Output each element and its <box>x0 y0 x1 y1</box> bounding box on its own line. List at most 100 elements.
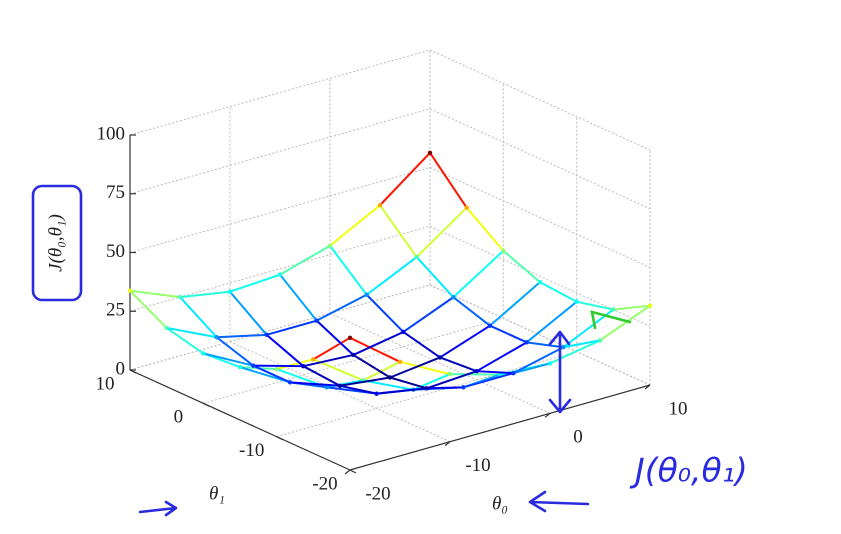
z-tick-label: 100 <box>97 123 126 144</box>
surface-edge <box>389 356 441 379</box>
surface-edge <box>339 376 391 387</box>
surface-point <box>414 254 419 260</box>
surface-edge <box>476 341 528 373</box>
surface-edge <box>129 289 181 299</box>
surface-edge <box>279 244 331 276</box>
surface-edge <box>229 273 281 293</box>
surface-edge <box>576 300 614 311</box>
surface-edge <box>203 352 254 367</box>
surface-edge <box>279 274 318 322</box>
surface-edge <box>539 281 578 303</box>
tick-mark <box>444 441 451 447</box>
surface-edge <box>349 336 401 363</box>
surface-point <box>227 289 233 294</box>
surface-edge <box>476 370 514 375</box>
surface-edge <box>426 370 477 390</box>
x-tick-label: -10 <box>465 455 490 476</box>
surface-edge <box>316 293 368 322</box>
y-tick-label: 0 <box>174 407 184 428</box>
surface-point <box>324 385 329 390</box>
surface-edge <box>415 206 468 258</box>
surface-edge <box>489 324 528 344</box>
surface-point <box>337 383 343 388</box>
surface-edge <box>302 365 341 387</box>
surface-edge <box>229 291 268 336</box>
surface-point <box>127 288 133 293</box>
surface-edge <box>452 296 491 327</box>
surface-edge <box>489 281 541 327</box>
axis-line <box>349 384 651 471</box>
surface-edge <box>439 324 491 359</box>
grid-line <box>129 49 431 136</box>
ink-arrow <box>548 330 572 414</box>
surface-edge <box>179 290 231 299</box>
surface-edge <box>549 339 601 365</box>
tick-mark <box>203 402 210 407</box>
surface-edge <box>613 304 651 311</box>
surface-point <box>351 352 356 358</box>
surface-edge <box>379 204 418 258</box>
grid-line <box>429 49 651 151</box>
surface-edge <box>352 331 404 356</box>
surface-edge <box>512 346 564 375</box>
surface-point <box>397 359 403 365</box>
grid-line <box>129 225 431 312</box>
surface-point <box>347 335 353 341</box>
tick-mark <box>344 469 351 475</box>
surface-edge <box>526 300 578 344</box>
surface-edge <box>266 319 317 336</box>
surface-edge <box>599 304 651 342</box>
surface-point <box>177 294 183 300</box>
tick-mark <box>276 436 283 441</box>
surface-point <box>464 205 469 210</box>
surface-edge <box>362 360 401 382</box>
handwriting: J(θ₀,θ₁) <box>31 184 748 517</box>
z-tick-label: 0 <box>116 358 126 379</box>
surface-point <box>387 375 393 380</box>
surface-point <box>164 325 169 331</box>
surface-edge <box>129 289 168 329</box>
grid-line <box>129 167 431 253</box>
y-tick-label: 10 <box>96 373 115 394</box>
surface-point <box>377 202 383 208</box>
grid-line <box>429 225 651 327</box>
surface-point <box>401 329 406 335</box>
surface-edge <box>266 334 304 367</box>
tick-mark <box>544 412 551 418</box>
surface-point <box>611 307 616 312</box>
surface-edge <box>216 336 254 367</box>
surface-point <box>301 363 306 369</box>
surface-edge <box>379 152 431 206</box>
surface-point <box>461 385 466 390</box>
x-tick-label: 0 <box>573 427 583 448</box>
surface-point <box>237 364 243 370</box>
surface-edge <box>239 366 291 384</box>
surface-edge <box>563 339 601 349</box>
surface-edge <box>253 364 304 368</box>
surface-edge <box>312 336 351 361</box>
surface-edge <box>166 327 204 355</box>
surface-point <box>501 248 506 253</box>
z-tick-label: 50 <box>106 241 125 262</box>
surface-point <box>474 368 479 374</box>
x-tick-label: -20 <box>365 483 390 504</box>
surface-point <box>424 386 429 391</box>
surface-point <box>311 357 316 362</box>
surface-edge <box>502 250 541 283</box>
y-tick-label: -10 <box>239 440 264 461</box>
surface-point <box>251 363 256 368</box>
surface-edge <box>303 353 354 368</box>
grid-line <box>329 312 551 414</box>
surface-point <box>487 323 493 328</box>
grid-line <box>129 284 431 371</box>
ink-box <box>31 184 83 302</box>
surface-edge <box>179 296 218 338</box>
z-axis-label: J(θ₀,θ₁) <box>45 214 66 272</box>
surface-edge <box>526 341 564 349</box>
surface-edge <box>415 256 455 298</box>
surface-edge <box>315 319 355 356</box>
surface-point <box>364 292 369 297</box>
surface-edge <box>252 364 291 384</box>
